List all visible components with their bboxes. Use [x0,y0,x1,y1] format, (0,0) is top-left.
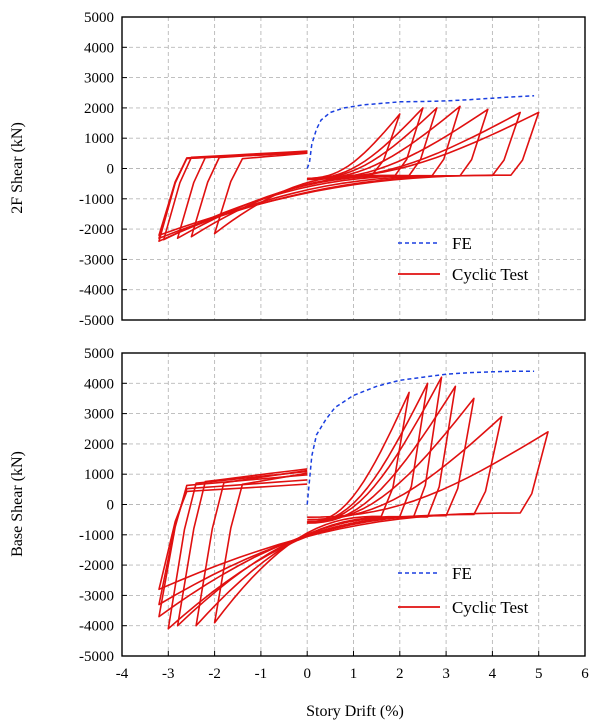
y-tick-label: -4000 [79,619,114,635]
y-tick-label: 1000 [84,131,114,147]
panel-bottom: -5000-4000-3000-2000-1000010002000300040… [9,346,589,720]
y-tick-label: -1000 [79,192,114,208]
yticks-bottom: -5000 -4000 -3000 -2000 -1000 0 1000 2000 3000 40… [79,346,127,665]
x-tick-label: -3 [162,666,175,682]
x-tick-label: 2 [396,666,404,682]
cyclic-test-loop [158,111,540,236]
cyclic-test-loop [158,397,475,618]
x-tick-label: 5 [535,666,543,682]
y-tick-label: 4000 [84,376,114,392]
xlabel-bottom: Story Drift (%) [306,703,404,720]
x-tick-label: -4 [116,666,129,682]
panel-top: -5000 -4000 -3000 -2000 -1000 0 1000 2000 3000 40… [9,10,586,329]
cyclic-test-loop [158,415,503,606]
x-tick-label: 1 [350,666,358,682]
y-tick-label: 2000 [84,101,114,117]
cyclic-test-loop [158,431,549,591]
y-tick-label: -5000 [79,313,114,329]
y-tick-label: -1000 [79,528,114,544]
x-tick-label: 4 [489,666,497,682]
y-tick-label: 5000 [84,346,114,362]
legend-label-fe-bottom: FE [452,564,472,583]
x-tick-label: 3 [442,666,450,682]
legend-label-fe-top: FE [452,234,472,253]
y-tick-label: -3000 [79,252,114,268]
y-tick-label: 0 [107,162,115,178]
y-tick-label: -2000 [79,558,114,574]
y-tick-label: -5000 [79,649,114,665]
x-tick-label: -1 [255,666,268,682]
legend-bottom: FE Cyclic Test [398,564,529,617]
y-tick-label: 2000 [84,437,114,453]
legend-top: FE Cyclic Test [398,234,529,284]
y-tick-label: -4000 [79,283,114,299]
x-tick-label: 6 [581,666,589,682]
fe-curve [306,95,535,169]
y-tick-label: -3000 [79,588,114,604]
ylabel-bottom: Base Shear (kN) [9,451,26,557]
y-tick-label: -2000 [79,222,114,238]
yticks-top: -5000 -4000 -3000 -2000 -1000 0 1000 2000 3000 40… [79,10,127,329]
ylabel-top: 2F Shear (kN) [9,122,26,214]
series-top [158,95,540,242]
y-tick-label: 1000 [84,467,114,483]
fe-curve [306,370,535,505]
x-tick-label: -2 [208,666,221,682]
y-tick-label: 0 [107,498,115,514]
y-tick-label: 5000 [84,10,114,26]
y-tick-label: 3000 [84,407,114,423]
y-tick-label: 4000 [84,40,114,56]
legend-label-cyclic-top: Cyclic Test [452,265,529,284]
y-tick-label: 3000 [84,71,114,87]
xticks-bottom: -4 -3 -2 -1 0 1 2 3 4 5 6 [116,651,589,682]
x-tick-label: 0 [303,666,311,682]
series-bottom [158,370,549,630]
legend-label-cyclic-bottom: Cyclic Test [452,598,529,617]
